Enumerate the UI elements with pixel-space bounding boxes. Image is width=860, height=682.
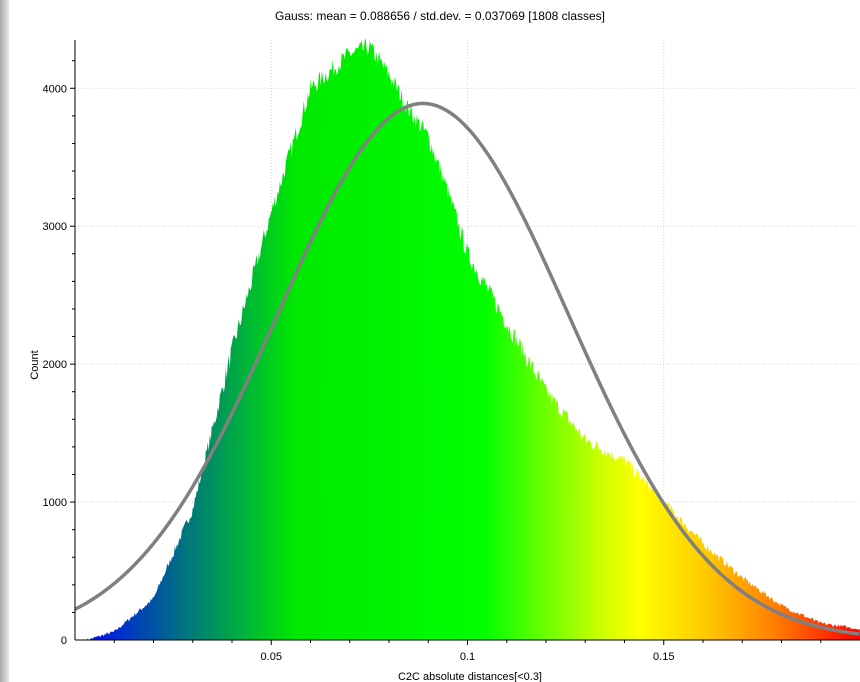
x-axis-label: C2C absolute distances[<0.3] bbox=[398, 671, 542, 682]
histogram-area bbox=[86, 39, 860, 640]
chart-title: Gauss: mean = 0.088656 / std.dev. = 0.03… bbox=[275, 9, 605, 23]
x-tick-label-1: 0.1 bbox=[460, 651, 475, 663]
y-tick-label-1: 1000 bbox=[43, 497, 67, 509]
y-tick-label-2: 2000 bbox=[43, 359, 67, 371]
histogram-bars bbox=[86, 39, 860, 640]
y-tick-label-4: 4000 bbox=[43, 83, 67, 95]
x-tick-label-2: 0.15 bbox=[653, 651, 674, 663]
y-tick-label-3: 3000 bbox=[43, 221, 67, 233]
y-tick-label-0: 0 bbox=[61, 635, 67, 647]
x-tick-label-0: 0.05 bbox=[261, 651, 282, 663]
y-axis-label: Count bbox=[29, 350, 41, 379]
axes bbox=[70, 40, 860, 645]
gauss-fit-curve bbox=[74, 101, 860, 636]
tick-labels: 0.05 0.1 0.15 0 1000 2000 3000 4000 bbox=[43, 83, 675, 663]
gauss-curve-group bbox=[74, 101, 860, 636]
